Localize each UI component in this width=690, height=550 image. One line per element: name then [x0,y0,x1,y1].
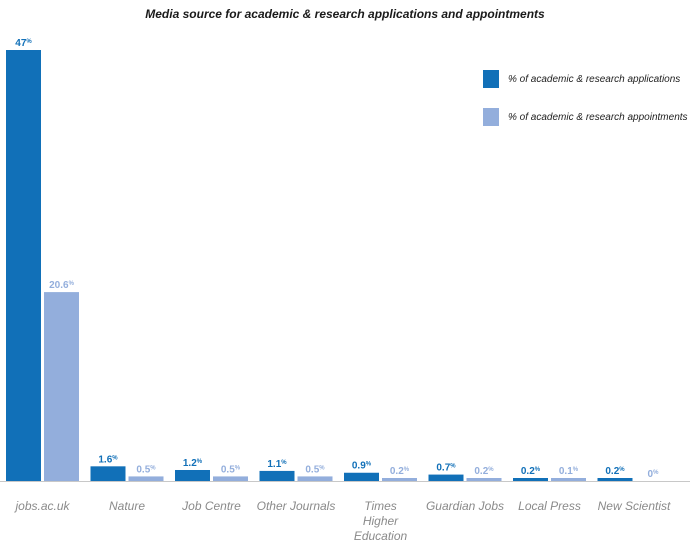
category-label-1: Nature [109,499,145,513]
bar-applications-1 [90,466,126,481]
legend-label-applications: % of academic & research applications [508,73,681,85]
category-labels-layer: jobs.ac.uk Nature Job Centre Other Journals… [13,499,671,543]
value-label-appointments-6: 0.1% [559,466,579,477]
value-labels-layer: 47% 20.6% 1.6% 0.5% 1.2% 0.5% 1.1% 0.5% 0.9% 0.2%… [15,38,659,480]
category-label-5: Guardian Jobs [426,499,504,513]
value-label-applications-5: 0.7% [436,463,456,474]
bar-appointments-1 [128,476,164,481]
bar-appointments-3 [297,476,333,481]
value-label-applications-6: 0.2% [521,466,541,477]
bar-applications-3 [259,470,295,481]
value-label-appointments-3: 0.5% [305,464,325,475]
value-label-applications-2: 1.2% [183,458,203,469]
legend: % of academic & research applications % … [483,70,688,146]
legend-swatch-appointments [483,108,499,126]
value-label-appointments-7: 0% [648,469,660,480]
category-label-7: New Scientist [598,499,671,513]
bar-appointments-2 [213,476,248,481]
value-label-appointments-2: 0.5% [221,464,241,475]
value-label-applications-1: 1.6% [98,454,118,465]
value-label-applications-7: 0.2% [605,466,625,477]
bar-applications-7 [597,478,633,481]
bar-applications-6 [513,478,548,481]
bar-appointments-5 [466,478,502,481]
bar-applications-5 [428,474,464,481]
value-label-appointments-0: 20.6% [49,280,74,291]
category-label-4: Times Higher Education [354,499,408,543]
value-label-applications-0: 47% [15,38,32,49]
legend-item-applications: % of academic & research applications [483,70,688,88]
bar-appointments-6 [551,478,586,481]
category-label-0: jobs.ac.uk [13,499,70,513]
value-label-applications-4: 0.9% [352,461,372,472]
category-label-6: Local Press [518,499,581,513]
value-label-appointments-4: 0.2% [390,466,410,477]
value-label-appointments-5: 0.2% [474,466,494,477]
bar-appointments-4 [382,478,417,481]
bar-appointments-0 [44,292,79,481]
chart-title: Media source for academic & research app… [145,7,545,21]
legend-swatch-applications [483,70,499,88]
value-label-applications-3: 1.1% [267,459,287,470]
bars-layer [6,50,633,481]
category-label-2: Job Centre [181,499,241,513]
bar-applications-2 [175,469,210,481]
value-label-appointments-1: 0.5% [136,464,156,475]
category-label-3: Other Journals [257,499,336,513]
bar-applications-4 [344,472,379,481]
bar-applications-0 [6,50,41,481]
legend-label-appointments: % of academic & research appointments [508,111,688,123]
legend-item-appointments: % of academic & research appointments [483,108,688,126]
